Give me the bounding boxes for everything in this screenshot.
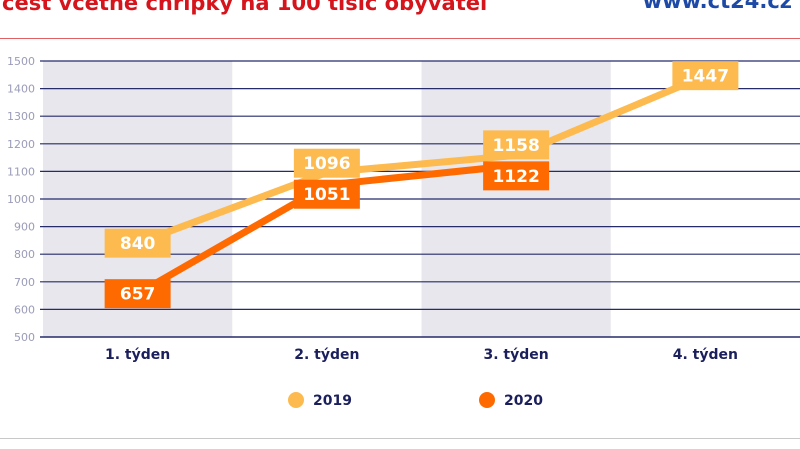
data-label-box bbox=[483, 130, 550, 160]
series-line-2019 bbox=[136, 72, 707, 247]
y-tick-label: 700 bbox=[14, 276, 35, 289]
y-tick-label: 800 bbox=[14, 248, 35, 261]
header-divider bbox=[0, 38, 800, 39]
data-label: 1096 bbox=[303, 154, 350, 174]
data-label: 657 bbox=[120, 285, 156, 305]
x-tick-label: 4. týden bbox=[673, 347, 738, 363]
x-tick-label: 1. týden bbox=[105, 347, 170, 363]
data-label: 1051 bbox=[303, 185, 350, 205]
y-tick-label: 900 bbox=[14, 221, 35, 234]
data-label-box bbox=[104, 279, 171, 309]
y-tick-label: 1300 bbox=[7, 110, 35, 123]
y-tick-label: 1500 bbox=[7, 55, 35, 68]
legend-marker-2019 bbox=[288, 392, 304, 408]
chart-title: cest včetně chřipky na 100 tisíc obyvate… bbox=[2, 0, 488, 15]
data-label: 1158 bbox=[492, 136, 539, 156]
website-label[interactable]: www.ct24.cz bbox=[642, 0, 792, 13]
data-label-box bbox=[483, 161, 550, 191]
y-tick-label: 1400 bbox=[7, 83, 35, 96]
footer-divider bbox=[0, 438, 800, 439]
legend-label: 2019 bbox=[313, 393, 352, 409]
x-tick-label: 3. týden bbox=[484, 347, 549, 363]
y-tick-label: 1200 bbox=[7, 138, 35, 151]
legend-marker-2020 bbox=[479, 392, 495, 408]
data-label-box bbox=[672, 61, 739, 91]
data-label: 1122 bbox=[492, 167, 539, 187]
data-label-box bbox=[104, 228, 171, 258]
y-tick-label: 1100 bbox=[7, 165, 35, 178]
y-tick-label: 500 bbox=[14, 331, 35, 344]
data-label-box bbox=[293, 179, 360, 209]
x-tick-label: 2. týden bbox=[294, 347, 359, 363]
y-tick-label: 1000 bbox=[7, 193, 35, 206]
y-tick-label: 600 bbox=[14, 303, 35, 316]
data-label-box bbox=[293, 148, 360, 178]
data-label: 1447 bbox=[682, 67, 729, 87]
data-label: 840 bbox=[120, 234, 156, 254]
legend-label: 2020 bbox=[504, 393, 543, 409]
